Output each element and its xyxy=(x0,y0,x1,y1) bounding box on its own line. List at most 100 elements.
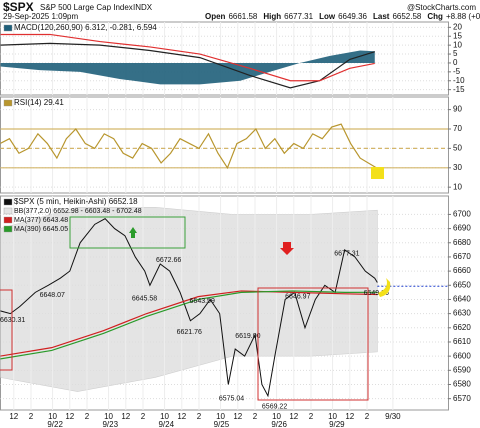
x-tick-label: 12 xyxy=(289,412,298,421)
x-date-label: 9/26 xyxy=(271,420,287,428)
marker xyxy=(371,167,384,179)
panel-title: $SPX (5 min, Heikin-Ashi) 6652.18 xyxy=(14,197,138,206)
legend-label: MA(377) 6643.48 xyxy=(14,217,68,224)
y-tick-label: 6590 xyxy=(453,365,471,374)
x-tick-label: 2 xyxy=(253,412,258,421)
x-tick-label: 10 xyxy=(272,412,281,421)
price-annotation: 6649.36 xyxy=(364,290,389,297)
legend-label: MA(390) 6645.05 xyxy=(14,226,68,233)
quote: Open 6661.58 High 6677.31 Low 6649.36 Last 6652… xyxy=(205,12,480,21)
y-tick-label: 6580 xyxy=(453,380,471,389)
legend-swatch xyxy=(3,99,13,107)
price-annotation: 6646.97 xyxy=(285,293,310,300)
quote-value: 6652.58 xyxy=(392,12,421,21)
x-tick-label: 12 xyxy=(233,412,242,421)
x-tick-label: 2 xyxy=(85,412,90,421)
x-tick-label: 10 xyxy=(104,412,113,421)
y-tick-label: 0 xyxy=(453,58,458,67)
legend-swatch xyxy=(3,207,13,215)
x-tick-label: 2 xyxy=(141,412,146,421)
y-tick-label: 6700 xyxy=(453,210,471,219)
highlight-box xyxy=(0,289,13,371)
panel-title: MACD(120,260,90) 6.312, -0.281, 6.594 xyxy=(14,23,157,32)
x-date-label: 9/29 xyxy=(329,420,345,428)
legend-swatch xyxy=(3,225,13,233)
series-line xyxy=(0,218,378,398)
price-annotation: 6630.31 xyxy=(0,317,25,324)
y-tick-label: 6630 xyxy=(453,309,471,318)
price-annotation: 6645.58 xyxy=(132,295,157,302)
x-tick-label: 2 xyxy=(197,412,202,421)
quote-label: Last xyxy=(373,12,390,21)
quote-label: Low xyxy=(319,12,336,21)
quote-label: Chg xyxy=(427,12,443,21)
y-tick-label: -5 xyxy=(453,67,461,76)
x-tick-label: 10 xyxy=(328,412,337,421)
panel-title: RSI(14) 29.41 xyxy=(14,98,64,107)
series-line xyxy=(0,290,378,357)
x-date-label: 9/25 xyxy=(214,420,230,428)
legend-swatch xyxy=(3,198,13,206)
index-name: S&P 500 Large Cap Index xyxy=(40,3,133,12)
highlight-box xyxy=(69,216,186,249)
series-line xyxy=(0,123,378,170)
x-tick-label: 2 xyxy=(309,412,314,421)
quote-value: 6677.31 xyxy=(284,12,313,21)
histogram-area xyxy=(0,50,375,85)
y-tick-label: 6670 xyxy=(453,252,471,261)
series-line xyxy=(0,42,375,89)
price-annotation: 6575.04 xyxy=(219,395,244,402)
x-tick-label: 10 xyxy=(160,412,169,421)
y-tick-label: -15 xyxy=(453,85,465,94)
y-tick-label: 6640 xyxy=(453,295,471,304)
price-annotation: 6569.22 xyxy=(262,404,287,411)
x-tick-label: 12 xyxy=(177,412,186,421)
y-tick-label: 6570 xyxy=(453,394,471,403)
legend-swatch xyxy=(3,24,13,32)
x-tick-label: 12 xyxy=(121,412,130,421)
y-tick-label: 6610 xyxy=(453,337,471,346)
x-tick-label: 12 xyxy=(65,412,74,421)
y-tick-label: 6690 xyxy=(453,224,471,233)
x-date-label: 9/24 xyxy=(158,420,174,428)
y-tick-label: 5 xyxy=(453,49,458,58)
x-tick-label: 2 xyxy=(29,412,34,421)
up-arrow xyxy=(129,227,137,238)
legend-swatch xyxy=(3,216,13,224)
y-tick-label: -10 xyxy=(453,76,465,85)
x-tick-label: 9/30 xyxy=(385,412,401,421)
down-arrow xyxy=(280,242,294,255)
legend-label: BB(377,2.0) 6652.98 - 6603.48 - 6702.48 xyxy=(14,208,142,215)
series-line xyxy=(0,290,378,360)
exchange: INDX xyxy=(133,3,153,12)
y-tick-label: 20 xyxy=(453,22,462,31)
price-annotation: 6672.66 xyxy=(156,257,181,264)
price-annotation: 6621.76 xyxy=(177,329,202,336)
quote-value: +8.88 (+0.13%) xyxy=(446,12,480,21)
x-tick-label: 12 xyxy=(345,412,354,421)
y-tick-label: 50 xyxy=(453,144,462,153)
y-tick-label: 6650 xyxy=(453,280,471,289)
x-date-label: 9/23 xyxy=(102,420,118,428)
quote-value: 6661.58 xyxy=(228,12,257,21)
y-tick-label: 10 xyxy=(453,182,462,191)
quote-label: Open xyxy=(205,12,226,21)
panel xyxy=(0,21,449,96)
price-annotation: 6619.00 xyxy=(235,333,260,340)
y-tick-label: 30 xyxy=(453,163,462,172)
price-annotation: 6677.31 xyxy=(334,250,359,257)
x-tick-label: 10 xyxy=(48,412,57,421)
y-tick-label: 6600 xyxy=(453,351,471,360)
price-annotation: 6643.59 xyxy=(190,298,215,305)
brand: @StockCharts.com xyxy=(407,3,476,12)
x-tick-label: 2 xyxy=(365,412,370,421)
x-tick-label: 10 xyxy=(216,412,225,421)
series-line xyxy=(0,33,375,82)
y-tick-label: 15 xyxy=(453,31,462,40)
y-tick-label: 6660 xyxy=(453,266,471,275)
y-tick-label: 6680 xyxy=(453,238,471,247)
marker xyxy=(378,278,391,297)
panel-content xyxy=(0,196,448,410)
